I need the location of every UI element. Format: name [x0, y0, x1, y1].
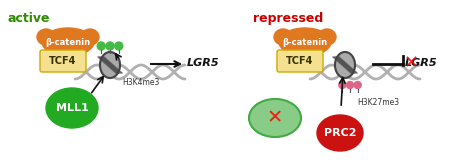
Circle shape [346, 81, 354, 89]
Circle shape [354, 81, 361, 89]
Text: TCF4: TCF4 [286, 56, 314, 66]
Ellipse shape [318, 29, 336, 45]
Text: LGR5: LGR5 [405, 58, 438, 68]
Text: TCF4: TCF4 [49, 56, 77, 66]
Text: H3K27me3: H3K27me3 [357, 98, 399, 107]
Ellipse shape [37, 29, 55, 45]
Text: MLL1: MLL1 [55, 103, 88, 113]
Text: β-catenin: β-catenin [283, 38, 328, 47]
Text: LGR5: LGR5 [187, 58, 219, 68]
Text: repressed: repressed [253, 12, 323, 25]
Text: ✕: ✕ [403, 54, 419, 72]
Ellipse shape [42, 28, 94, 56]
Text: active: active [8, 12, 51, 25]
Circle shape [106, 42, 114, 50]
Ellipse shape [279, 28, 331, 56]
FancyBboxPatch shape [40, 50, 86, 72]
Ellipse shape [81, 29, 99, 45]
Ellipse shape [46, 88, 98, 128]
Ellipse shape [249, 99, 301, 137]
Text: H3K4me3: H3K4me3 [122, 78, 159, 87]
Circle shape [115, 42, 123, 50]
Text: PRC2: PRC2 [324, 128, 356, 138]
Ellipse shape [335, 52, 355, 78]
Circle shape [97, 42, 105, 50]
Ellipse shape [317, 115, 363, 151]
Text: β-catenin: β-catenin [46, 38, 91, 47]
Circle shape [339, 81, 346, 89]
FancyBboxPatch shape [277, 50, 323, 72]
Ellipse shape [274, 29, 292, 45]
Ellipse shape [100, 52, 120, 78]
Text: ✕: ✕ [267, 109, 283, 128]
